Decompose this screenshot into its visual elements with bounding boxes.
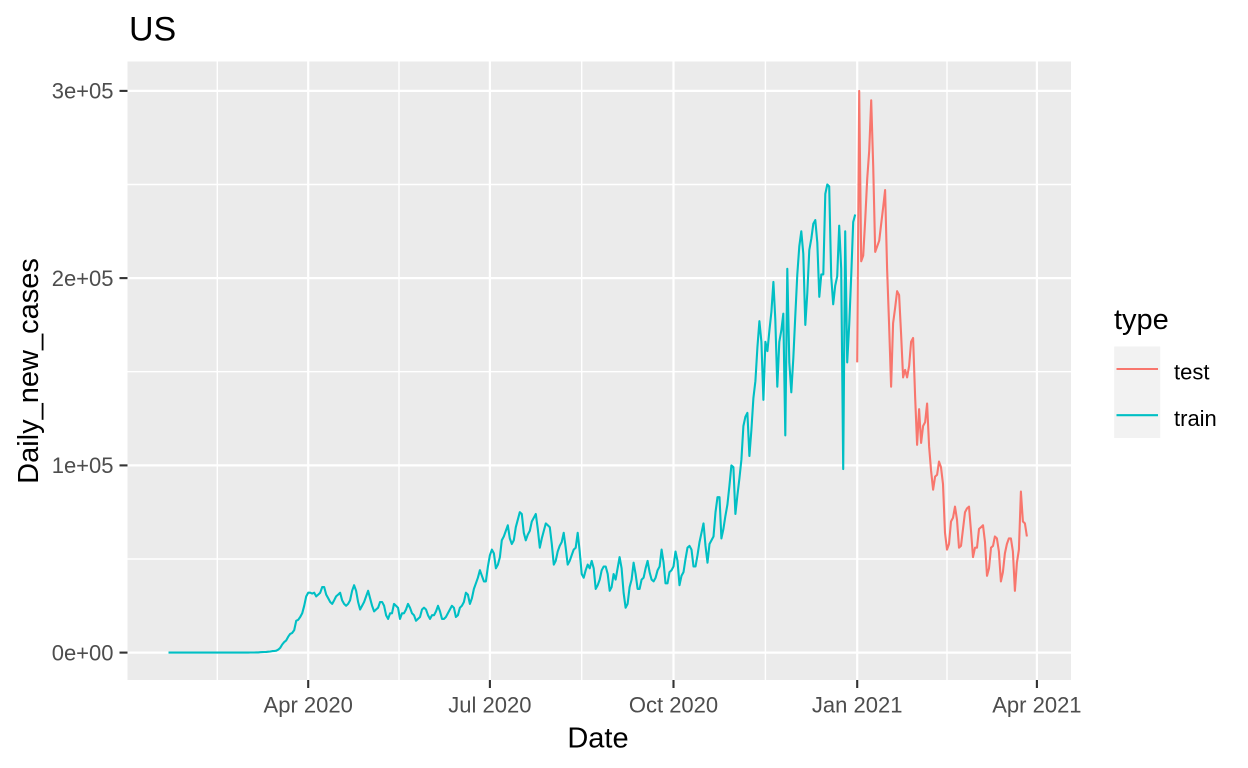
svg-text:Date: Date	[567, 723, 628, 755]
svg-text:US: US	[129, 10, 176, 48]
svg-text:Jul 2020: Jul 2020	[448, 693, 531, 718]
svg-text:0e+00: 0e+00	[52, 640, 114, 665]
svg-text:Oct 2020: Oct 2020	[629, 693, 718, 718]
svg-text:2e+05: 2e+05	[52, 266, 114, 291]
svg-text:train: train	[1174, 406, 1217, 431]
svg-text:test: test	[1174, 360, 1209, 385]
svg-text:Jan 2021: Jan 2021	[812, 693, 903, 718]
svg-text:type: type	[1114, 304, 1169, 336]
svg-text:Daily_new_cases: Daily_new_cases	[13, 258, 45, 484]
svg-text:3e+05: 3e+05	[52, 79, 114, 104]
svg-text:Apr 2021: Apr 2021	[992, 693, 1081, 718]
svg-text:Apr 2020: Apr 2020	[264, 693, 353, 718]
svg-text:1e+05: 1e+05	[52, 453, 114, 478]
